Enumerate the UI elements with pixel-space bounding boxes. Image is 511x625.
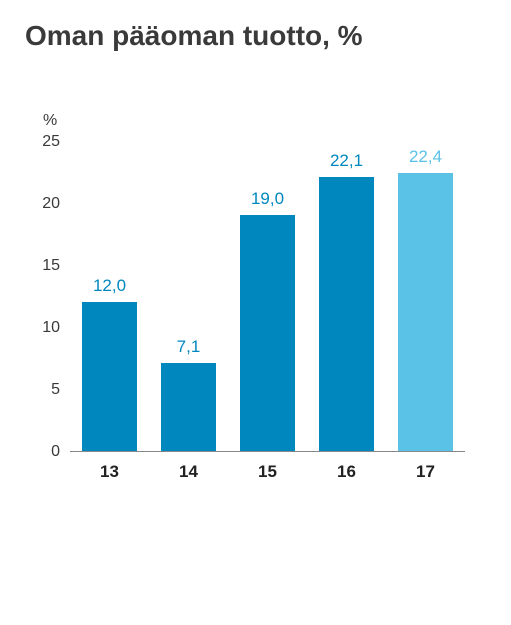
chart-area: % 12,07,119,022,122,4 0510152025 1314151… [25,112,465,492]
bar-value-label: 22,1 [330,151,363,171]
y-tick: 15 [25,257,60,275]
bar-group: 22,1 [317,151,377,451]
y-tick: 0 [25,443,60,461]
bar-value-label: 19,0 [251,189,284,209]
x-tick-label: 15 [238,462,298,482]
bar [398,173,453,451]
bar-group: 12,0 [80,276,140,451]
bars-container: 12,0 7,1 19,0 22,1 22,4 [70,142,465,451]
bar [319,177,374,451]
y-tick: 20 [25,195,60,213]
x-tick-label: 13 [80,462,140,482]
y-tick: 10 [25,319,60,337]
bar-group: 7,1 [159,337,219,451]
x-tick-label: 14 [159,462,219,482]
x-tick-label: 17 [396,462,456,482]
y-tick: 5 [25,381,60,399]
chart-title: Oman pääoman tuotto, % [25,20,486,52]
bar-value-label: 22,4 [409,147,442,167]
bar-value-label: 7,1 [177,337,201,357]
y-axis-title: % [43,112,57,130]
y-tick: 25 [25,133,60,151]
bar [82,302,137,451]
bar-group: 19,0 [238,189,298,451]
bar [161,363,216,451]
plot-area: 12,0 7,1 19,0 22,1 22,4 [70,142,465,452]
bar-group: 22,4 [396,147,456,451]
bar-value-label: 12,0 [93,276,126,296]
bar [240,215,295,451]
x-labels: 13 14 15 16 17 [70,462,465,482]
x-tick-label: 16 [317,462,377,482]
